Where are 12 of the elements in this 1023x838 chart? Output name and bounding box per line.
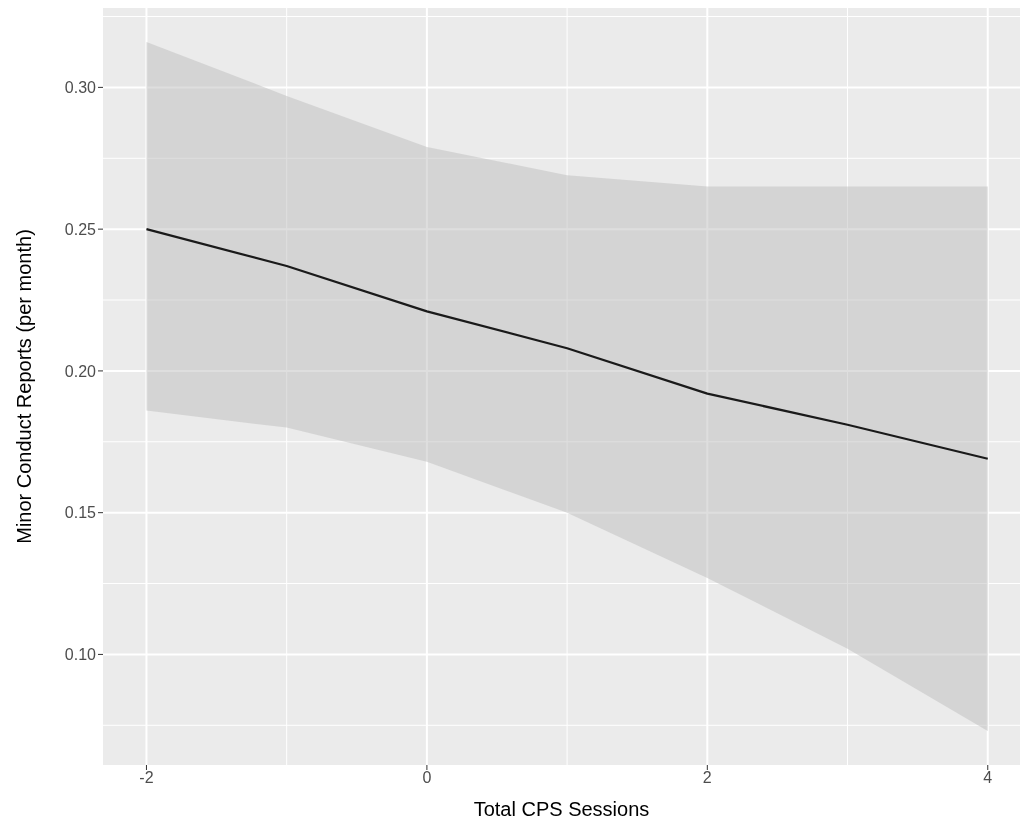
y-tick-label: 0.10: [64, 646, 97, 664]
y-tick-label: 0.15: [64, 504, 97, 522]
line-series: [145, 228, 989, 460]
x-tick-label: -2: [139, 769, 154, 787]
x-axis-title: Total CPS Sessions: [473, 798, 650, 820]
y-tick-label: 0.30: [64, 79, 97, 97]
x-tick-label: 2: [702, 769, 712, 787]
x-tick-label: 0: [422, 769, 432, 787]
y-tick-label: 0.20: [64, 362, 97, 380]
y-axis-title: Minor Conduct Reports (per month): [13, 229, 36, 544]
y-tick-label: 0.25: [64, 220, 97, 238]
x-tick-label: 4: [983, 769, 993, 787]
